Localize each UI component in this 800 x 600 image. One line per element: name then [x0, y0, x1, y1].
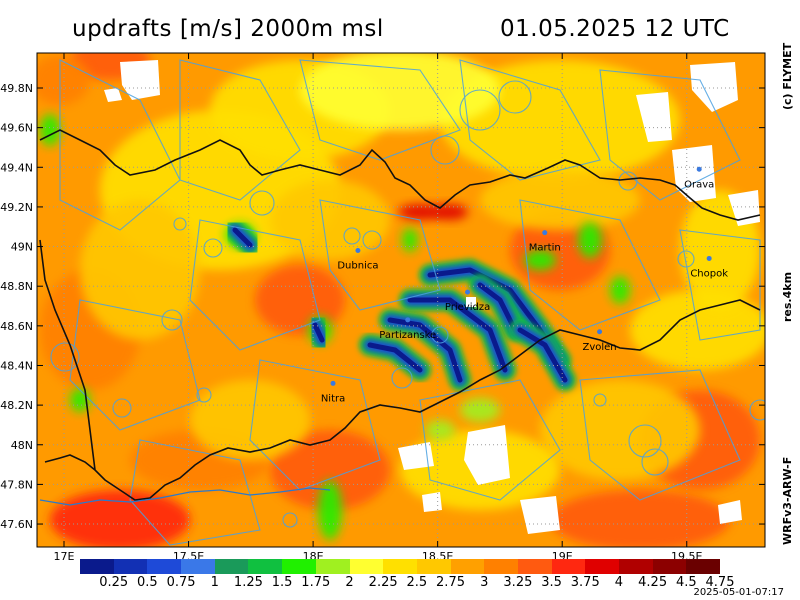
legend-label: 2 [345, 575, 354, 590]
city-dot [355, 248, 361, 254]
legend-swatch [214, 559, 249, 574]
airspace-boundaries [50, 59, 765, 546]
map-frame [36, 52, 766, 548]
lat-tick-label: 48.2N [0, 399, 33, 412]
legend-swatch [517, 559, 552, 574]
legend-label: 1.75 [301, 575, 331, 590]
copyright-label: (c) FLYMET [781, 42, 794, 110]
lat-tick-label: 49.2N [0, 201, 33, 214]
legend-swatch [80, 559, 114, 574]
legend-label: 2.25 [368, 575, 398, 590]
legend-swatch [248, 559, 283, 574]
city-dot [597, 329, 603, 335]
legend-swatch [686, 559, 721, 574]
map-datetime: 01.05.2025 12 UTC [500, 16, 730, 42]
map-plot-area [37, 53, 765, 547]
legend-label: 1 [210, 575, 219, 590]
legend-swatch [147, 559, 182, 574]
legend-label: 4.25 [638, 575, 668, 590]
city-label: Zvolen [582, 342, 616, 353]
city-label: Partizanske [379, 330, 436, 341]
no-data-areas [104, 60, 760, 534]
city-dot [706, 255, 712, 261]
lat-tick-label: 49.8N [0, 82, 33, 95]
legend-swatch [315, 559, 350, 574]
river [39, 487, 331, 506]
lat-tick-label: 48.4N [0, 359, 33, 372]
legend-label: 0.5 [137, 575, 158, 590]
model-label: WRFv3-ARW-F [781, 456, 794, 545]
legend-label: 1.25 [233, 575, 263, 590]
city-label: Orava [684, 179, 714, 190]
lat-tick-label: 48.6N [0, 320, 33, 333]
legend-swatch [383, 559, 417, 574]
lat-tick-label: 49.4N [0, 161, 33, 174]
legend-swatch [181, 559, 215, 574]
legend-label: 2.5 [406, 575, 428, 590]
legend-swatch [282, 559, 316, 574]
lat-tick-label: 49N [11, 241, 33, 254]
legend-swatch [484, 559, 518, 574]
legend-swatch [619, 559, 653, 574]
legend-swatch [551, 559, 586, 574]
legend-label: 1.5 [271, 575, 293, 590]
legend-swatch [416, 559, 451, 574]
lat-tick-label: 47.6N [0, 518, 33, 531]
legend-label: 4.5 [675, 575, 697, 590]
legend-swatch [585, 559, 619, 574]
city-label: Dubnica [337, 261, 378, 272]
lon-tick-label: 17E [54, 550, 75, 563]
lat-tick-label: 48N [11, 439, 33, 452]
generation-timestamp: 2025-05-01-07:17 [693, 587, 784, 598]
legend-swatch [652, 559, 687, 574]
country-border-slovakia [39, 129, 761, 501]
legend-label: 4 [614, 575, 624, 590]
legend-label: 3.25 [503, 575, 533, 590]
legend-swatch [349, 559, 384, 574]
lat-tick-label: 49.6N [0, 122, 33, 135]
city-label: Chopok [690, 268, 728, 279]
city-label: Nitra [321, 393, 345, 404]
legend-swatch [113, 559, 148, 574]
resolution-label: res.4km [781, 271, 794, 322]
lat-lon-grid [37, 53, 765, 547]
legend-labels: 0.25 0.5 0.75 1 1.25 1.5 1.75 2 2.25 2.5 2.75 3 3.25… [80, 575, 734, 591]
lat-tick-label: 48.8N [0, 280, 33, 293]
legend-label: 3.75 [570, 575, 600, 590]
city-dot [542, 230, 548, 236]
city-dot [330, 380, 336, 386]
city-dot [696, 166, 702, 172]
legend-label: 2.75 [436, 575, 465, 590]
city-dot [405, 317, 411, 323]
map-title: updrafts [m/s] 2000m msl [72, 16, 384, 42]
legend-label: 3.5 [541, 575, 562, 590]
legend-label: 3 [480, 575, 489, 590]
city-dot [465, 289, 471, 295]
city-markers: Orava Dubnica Martin Chopok Prievidza Partiza… [321, 166, 728, 404]
lat-tick-label: 47.8N [0, 478, 33, 491]
city-label: Prievidza [445, 302, 490, 313]
legend-label: 0.75 [166, 575, 196, 590]
legend-swatch [450, 559, 485, 574]
color-legend [80, 559, 721, 574]
legend-label: 0.25 [99, 575, 129, 590]
city-label: Martin [529, 243, 561, 254]
legend-label: 4.75 [705, 575, 735, 590]
